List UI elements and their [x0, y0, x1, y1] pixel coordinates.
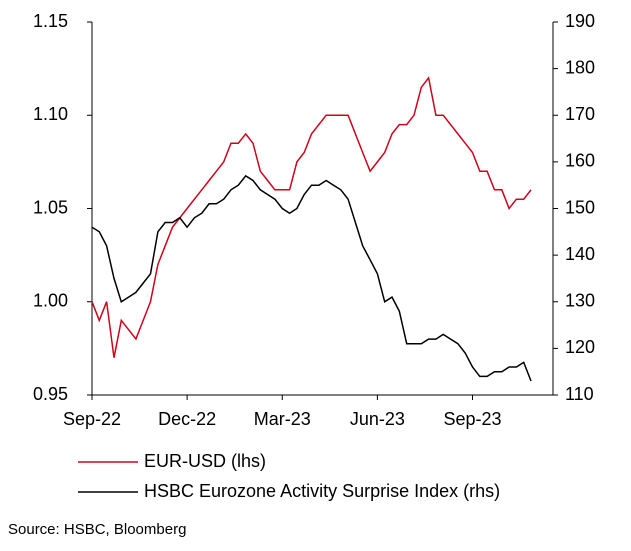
- x-tick-label: Jun-23: [350, 409, 405, 429]
- y-tick-label: 1.15: [33, 11, 68, 31]
- y2-tick-label: 190: [565, 11, 595, 31]
- legend-label: EUR-USD (lhs): [144, 451, 266, 471]
- y-tick-label: 1.00: [33, 291, 68, 311]
- y-tick-label: 0.95: [33, 384, 68, 404]
- source-note: Source: HSBC, Bloomberg: [8, 521, 186, 538]
- y-tick-label: 1.10: [33, 104, 68, 124]
- y2-tick-label: 180: [565, 57, 595, 77]
- x-tick-label: Mar-23: [254, 409, 311, 429]
- y2-tick-label: 140: [565, 244, 595, 264]
- legend-label: HSBC Eurozone Activity Surprise Index (r…: [144, 481, 500, 501]
- series-line: [91, 174, 532, 382]
- x-tick-label: Dec-22: [158, 409, 216, 429]
- y2-tick-label: 130: [565, 291, 595, 311]
- y2-tick-label: 170: [565, 104, 595, 124]
- y2-tick-label: 120: [565, 337, 595, 357]
- x-tick-label: Sep-23: [443, 409, 501, 429]
- y2-tick-label: 150: [565, 197, 595, 217]
- y2-tick-label: 110: [565, 384, 594, 404]
- y2-tick-label: 160: [565, 151, 595, 171]
- y-tick-label: 1.05: [33, 197, 68, 217]
- series-line: [91, 76, 532, 358]
- x-tick-label: Sep-22: [63, 409, 121, 429]
